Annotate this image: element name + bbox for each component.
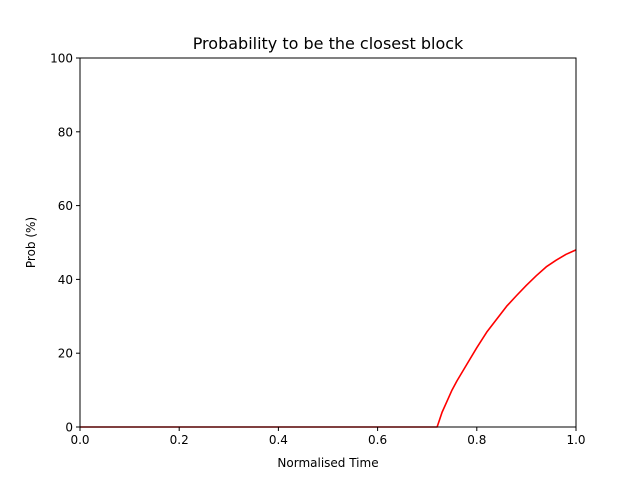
y-tick-label: 60 bbox=[58, 199, 73, 213]
y-tick-label: 0 bbox=[65, 421, 73, 435]
x-tick-label: 0.2 bbox=[170, 433, 189, 447]
y-tick-label: 40 bbox=[58, 273, 73, 287]
y-tick-label: 80 bbox=[58, 125, 73, 139]
x-tick-label: 0.4 bbox=[269, 433, 288, 447]
axes-frame bbox=[79, 57, 577, 428]
y-axis-label: Prob (%) bbox=[24, 217, 38, 268]
x-axis-label: Normalised Time bbox=[277, 456, 378, 470]
chart-title: Probability to be the closest block bbox=[193, 34, 464, 53]
axis-ticks: 0.0 0.2 0.4 0.6 0.8 1.0 0 20 40 60 80 100 bbox=[50, 52, 585, 448]
x-tick-label: 0.8 bbox=[467, 433, 486, 447]
x-tick-label: 1.0 bbox=[566, 433, 585, 447]
series-line bbox=[80, 249, 577, 428]
y-tick-label: 100 bbox=[50, 52, 73, 66]
plot-area bbox=[80, 249, 577, 428]
x-tick-label: 0.0 bbox=[70, 433, 89, 447]
y-tick-label: 20 bbox=[58, 347, 73, 361]
x-tick-label: 0.6 bbox=[368, 433, 387, 447]
